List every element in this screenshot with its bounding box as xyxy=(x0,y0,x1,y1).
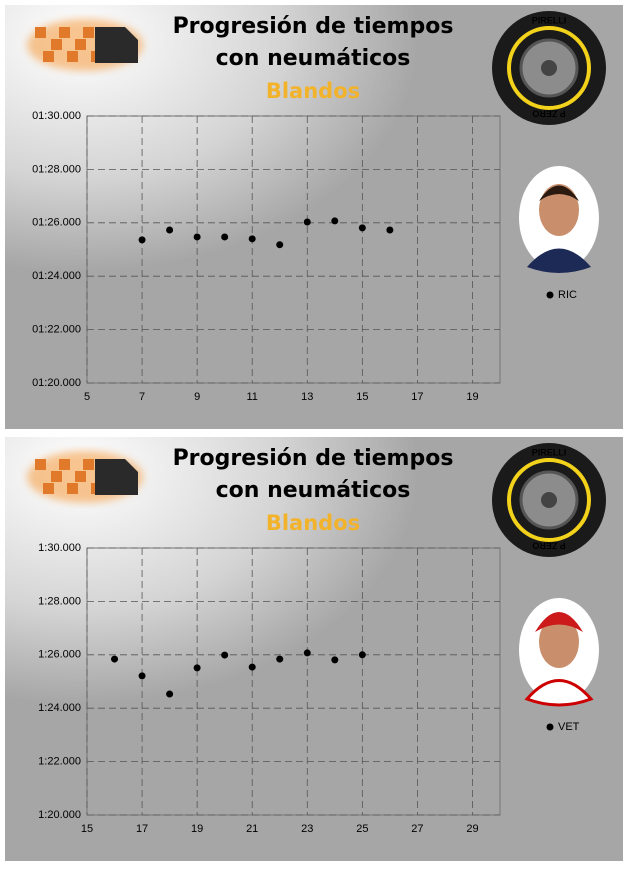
chart-subtitle: Blandos xyxy=(266,79,360,103)
y-tick-label: 01:20.000 xyxy=(32,377,81,389)
data-point xyxy=(138,236,146,244)
logo xyxy=(27,19,143,71)
photo-face xyxy=(539,184,579,236)
data-point xyxy=(138,672,146,680)
data-point xyxy=(221,651,229,659)
logo-car xyxy=(95,27,138,63)
x-tick-label: 7 xyxy=(139,391,145,403)
y-tick-label: 01:22.000 xyxy=(32,324,81,336)
x-tick-label: 17 xyxy=(411,391,423,403)
tire-hub xyxy=(541,60,557,76)
y-tick-label: 1:28.000 xyxy=(38,595,81,607)
x-tick-label: 27 xyxy=(411,823,423,835)
logo-check xyxy=(51,471,62,482)
logo-check xyxy=(83,27,94,38)
photo-face xyxy=(539,616,579,668)
x-tick-label: 25 xyxy=(356,823,368,835)
logo-check xyxy=(35,459,46,470)
tire-label: P ZERO xyxy=(532,541,565,551)
x-tick-label: 5 xyxy=(84,391,90,403)
photo-hair xyxy=(535,612,583,632)
photo-body xyxy=(524,679,594,707)
driver-photo xyxy=(519,598,599,707)
y-tick-label: 1:30.000 xyxy=(38,542,81,554)
logo-check xyxy=(67,51,78,62)
tire-image: PIRELLI P ZERO xyxy=(492,443,606,557)
chart-panel: Progresión de tiempos con neumáticos Bland… xyxy=(5,5,623,429)
data-point xyxy=(193,233,201,241)
photo-hair xyxy=(539,185,579,201)
data-point xyxy=(166,226,174,234)
tire-label: P ZERO xyxy=(532,109,565,119)
tire-image: PIRELLI P ZERO xyxy=(492,11,606,125)
x-tick-label: 15 xyxy=(356,391,368,403)
logo-check xyxy=(43,483,54,494)
driver-photo xyxy=(519,166,599,273)
x-tick-label: 15 xyxy=(81,823,93,835)
data-point xyxy=(358,651,366,659)
logo-check xyxy=(75,39,86,50)
y-tick-label: 01:30.000 xyxy=(32,110,81,122)
tire-brand: PIRELLI xyxy=(532,15,567,25)
data-point xyxy=(111,655,119,663)
logo-check xyxy=(59,27,70,38)
chart-title: Progresión de tiempos xyxy=(173,14,454,39)
data-point xyxy=(303,218,311,226)
chart-subtitle: Blandos xyxy=(266,511,360,535)
tire-stripe xyxy=(507,458,591,542)
data-point xyxy=(221,233,229,241)
y-tick-label: 1:20.000 xyxy=(38,809,81,821)
x-tick-label: 9 xyxy=(194,391,200,403)
logo xyxy=(27,451,143,503)
x-tick-label: 29 xyxy=(466,823,478,835)
logo-check xyxy=(59,459,70,470)
data-point xyxy=(386,226,394,234)
logo-check xyxy=(35,27,46,38)
chart-title: con neumáticos xyxy=(216,46,411,71)
legend-label: VET xyxy=(558,721,580,733)
x-tick-label: 23 xyxy=(301,823,313,835)
logo-check xyxy=(51,39,62,50)
legend-label: RIC xyxy=(558,289,577,301)
data-point xyxy=(166,690,174,698)
y-tick-label: 1:24.000 xyxy=(38,702,81,714)
x-tick-label: 21 xyxy=(246,823,258,835)
chart-title: con neumáticos xyxy=(216,478,411,503)
logo-check xyxy=(43,51,54,62)
x-tick-label: 19 xyxy=(191,823,203,835)
logo-check xyxy=(75,471,86,482)
x-tick-label: 19 xyxy=(466,391,478,403)
chart-title: Progresión de tiempos xyxy=(173,446,454,471)
data-point xyxy=(248,235,256,243)
logo-car xyxy=(95,459,138,495)
data-point xyxy=(276,655,284,663)
logo-check xyxy=(67,483,78,494)
logo-check xyxy=(83,459,94,470)
data-point xyxy=(248,663,256,671)
y-tick-label: 1:22.000 xyxy=(38,756,81,768)
x-tick-label: 13 xyxy=(301,391,313,403)
tire-hub xyxy=(541,492,557,508)
photo-body xyxy=(527,248,591,273)
y-tick-label: 01:26.000 xyxy=(32,217,81,229)
data-point xyxy=(331,656,339,664)
chart-panel: Progresión de tiempos con neumáticos Bland… xyxy=(5,437,623,861)
data-point xyxy=(193,664,201,672)
y-tick-label: 01:24.000 xyxy=(32,270,81,282)
data-point xyxy=(276,241,284,249)
x-tick-label: 17 xyxy=(136,823,148,835)
y-tick-label: 01:28.000 xyxy=(32,163,81,175)
tire-stripe xyxy=(507,26,591,110)
y-tick-label: 1:26.000 xyxy=(38,649,81,661)
legend-marker xyxy=(546,291,554,299)
legend-marker xyxy=(546,723,554,731)
data-point xyxy=(331,217,339,225)
data-point xyxy=(303,649,311,657)
data-point xyxy=(358,224,366,232)
x-tick-label: 11 xyxy=(246,391,257,403)
tire-brand: PIRELLI xyxy=(532,447,567,457)
